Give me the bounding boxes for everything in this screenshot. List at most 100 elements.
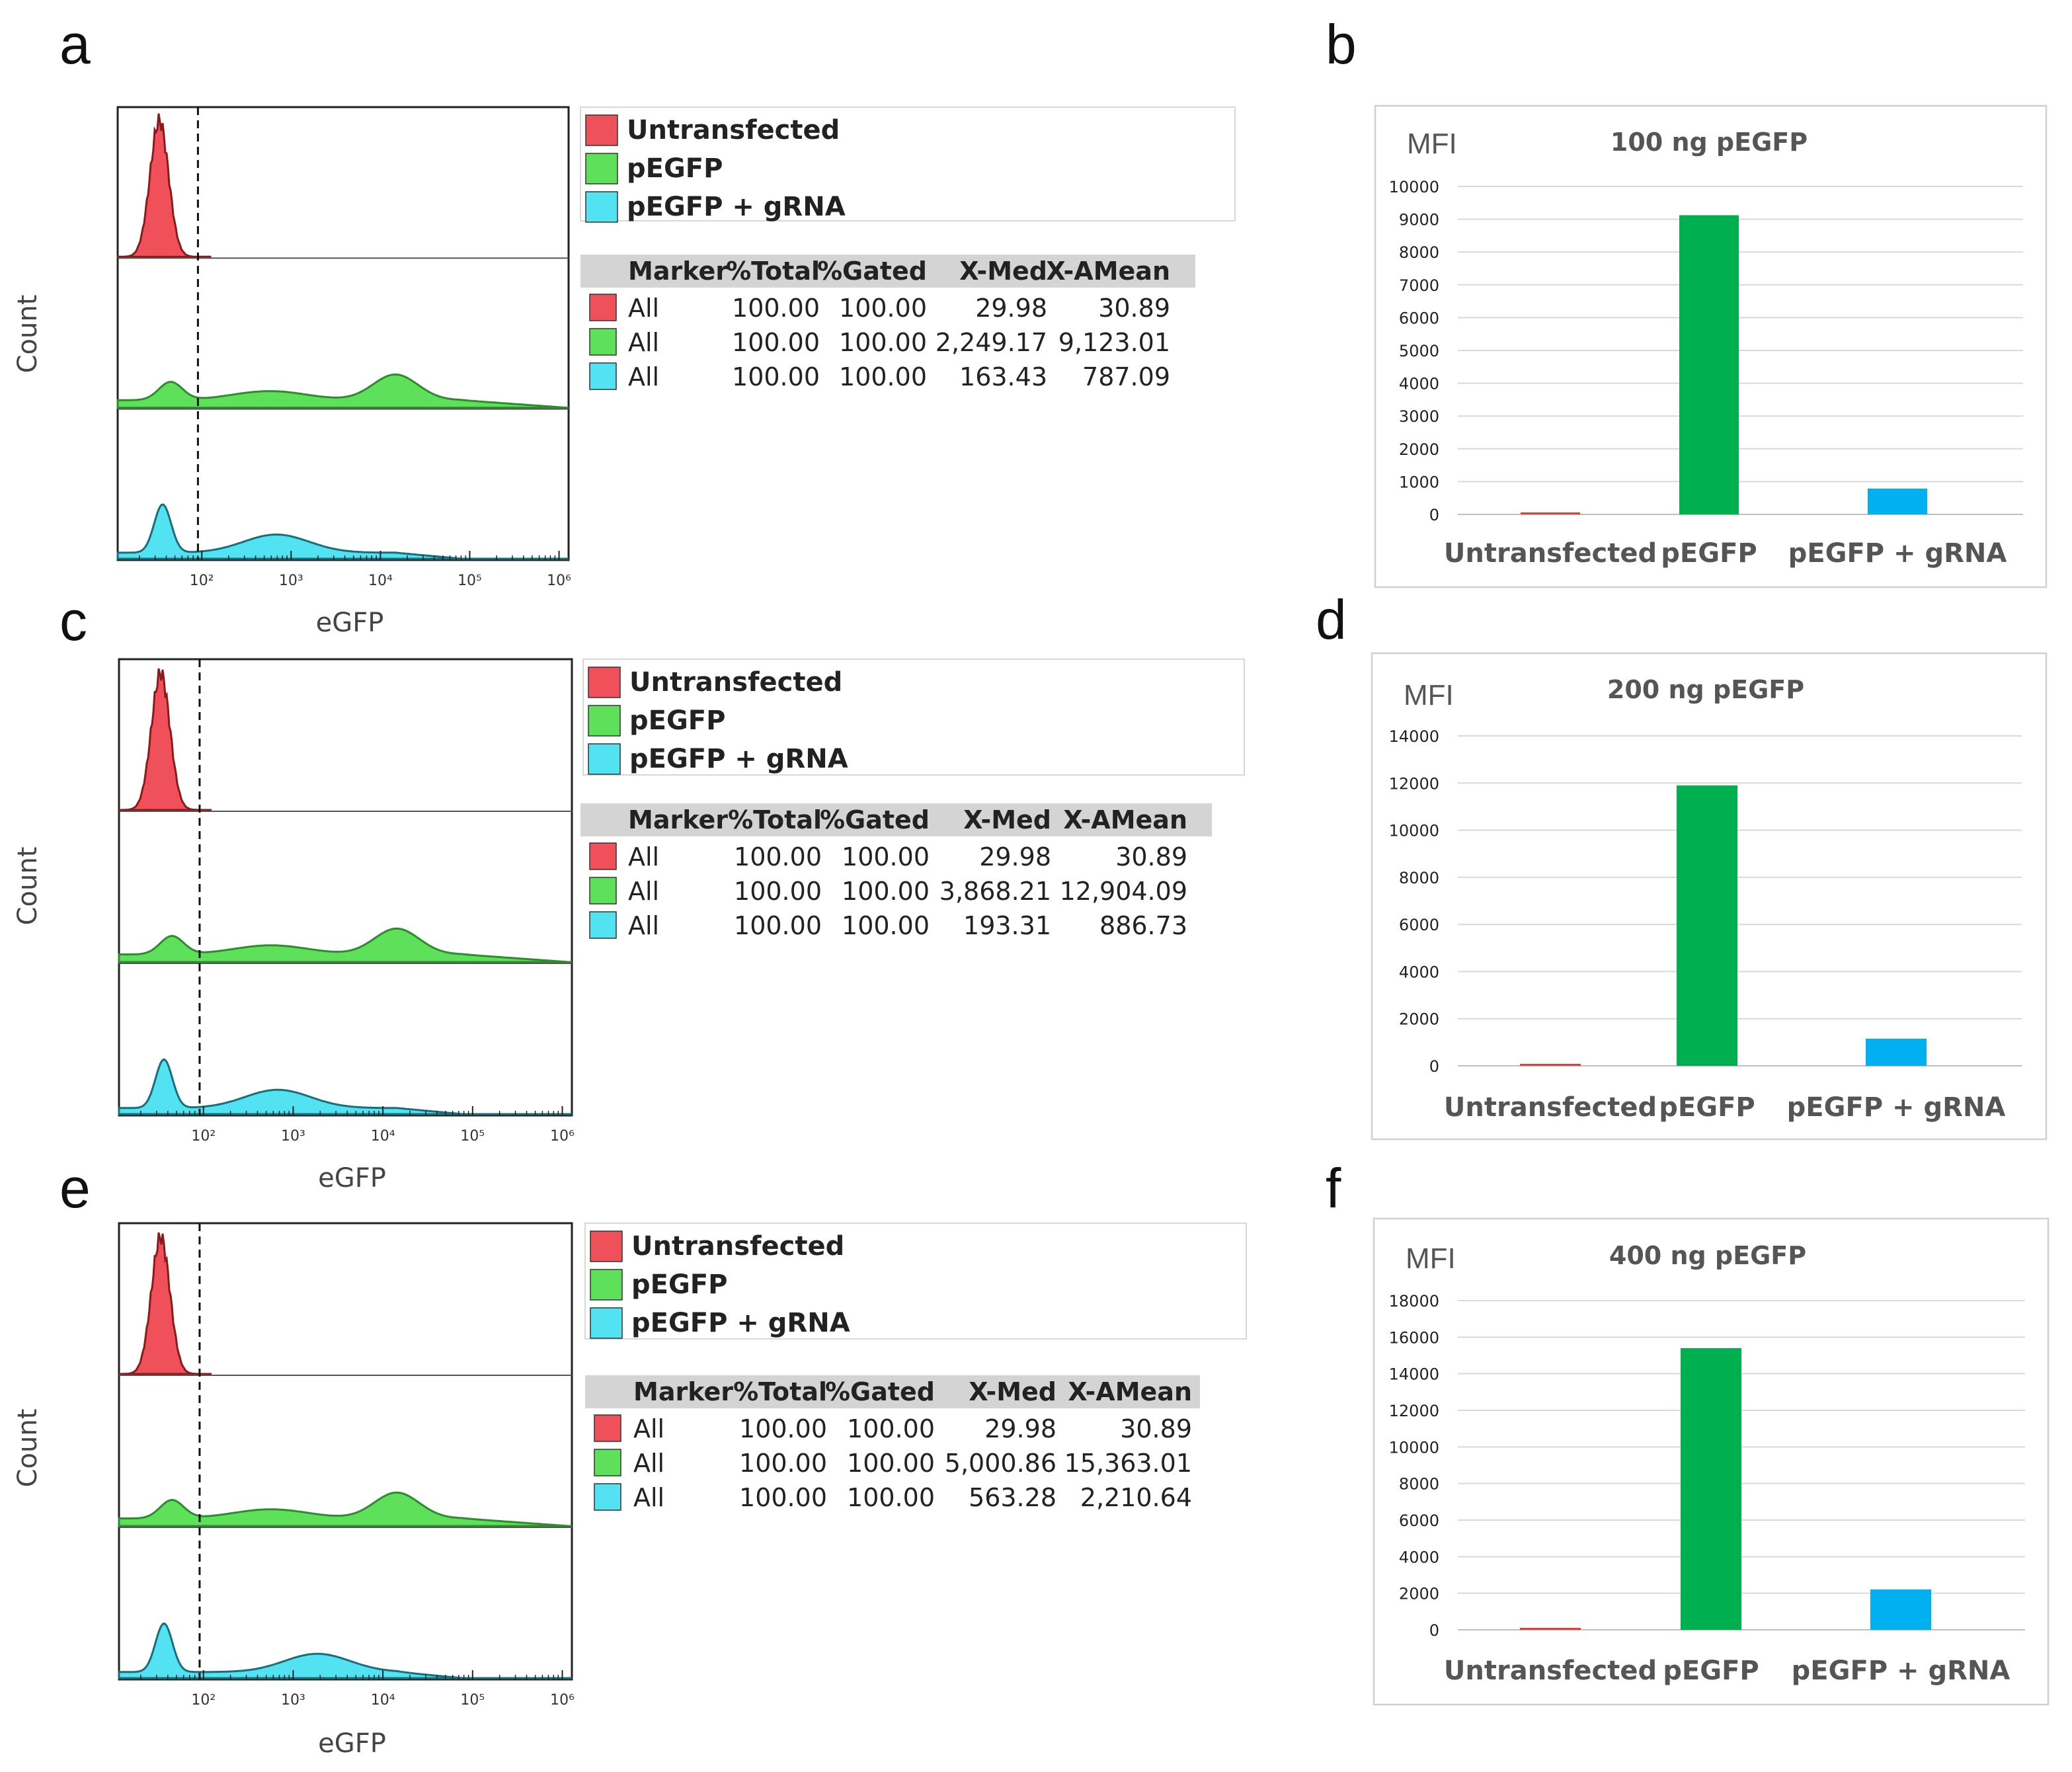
y-axis-title: MFI bbox=[1404, 679, 1454, 711]
chart-title: 200 ng pEGFP bbox=[1607, 675, 1804, 704]
stats-header-cell: %Gated bbox=[817, 257, 927, 286]
histogram-panel-a: a 10² 10³ 10⁴ 10⁵ 10⁶ eGFP Count Untransfected pE… bbox=[13, 13, 1236, 638]
x-category-label: pEGFP + gRNA bbox=[1787, 1092, 2006, 1123]
y-tick-label: 8000 bbox=[1399, 869, 1439, 887]
plot-frame bbox=[118, 658, 573, 1117]
stats-row-swatch bbox=[589, 842, 617, 870]
bar-pegfp bbox=[1681, 1348, 1741, 1630]
x-category-label: pEGFP + gRNA bbox=[1792, 1656, 2011, 1686]
y-tick-label: 0 bbox=[1429, 1057, 1439, 1076]
stats-cell: 100.00 bbox=[732, 294, 820, 323]
stats-cell: 100.00 bbox=[739, 1449, 827, 1478]
stats-cell: All bbox=[628, 842, 659, 871]
stats-cell: All bbox=[628, 911, 659, 940]
histogram-panel-e: e 10² 10³ 10⁴ 10⁵ 10⁶ eGFP Count Untransfected pE… bbox=[13, 1157, 1247, 1759]
chart-title: 100 ng pEGFP bbox=[1611, 128, 1808, 157]
stats-cell: 30.89 bbox=[1098, 294, 1170, 323]
y-tick-label: 2000 bbox=[1399, 1010, 1439, 1029]
stats-cell: 30.89 bbox=[1115, 842, 1187, 871]
histogram-pegfp-grna bbox=[116, 503, 569, 560]
stats-cell: 100.00 bbox=[842, 842, 930, 871]
bar-pegfp-grna bbox=[1870, 1589, 1931, 1630]
y-tick-label: 2000 bbox=[1399, 1585, 1439, 1603]
stats-cell: 787.09 bbox=[1082, 362, 1170, 391]
panel-label: a bbox=[60, 13, 91, 75]
x-tick-label: 10⁵ bbox=[460, 1692, 485, 1709]
stats-header-bg bbox=[585, 1375, 1200, 1408]
histogram-panel-c: c 10² 10³ 10⁴ 10⁵ 10⁶ eGFP Count Untransfected pE… bbox=[13, 590, 1245, 1193]
stats-cell: 2,210.64 bbox=[1080, 1483, 1192, 1512]
legend-label: pEGFP bbox=[629, 705, 725, 736]
legend-label: pEGFP + gRNA bbox=[627, 192, 846, 222]
stats-row-swatch bbox=[594, 1414, 621, 1442]
y-tick-label: 1000 bbox=[1399, 473, 1439, 491]
y-tick-label: 4000 bbox=[1399, 963, 1439, 981]
y-tick-label: 16000 bbox=[1389, 1328, 1439, 1347]
x-category-label: pEGFP bbox=[1659, 1092, 1755, 1123]
x-axis-title: eGFP bbox=[316, 608, 384, 638]
bar-untransfected bbox=[1520, 1064, 1581, 1066]
stats-cell: All bbox=[628, 877, 659, 906]
stats-header-cell: X-Med bbox=[969, 1377, 1056, 1406]
bar-pegfp-grna bbox=[1866, 1039, 1927, 1066]
legend-swatch bbox=[590, 1307, 623, 1339]
legend-label: pEGFP + gRNA bbox=[629, 744, 848, 774]
stats-cell: All bbox=[633, 1449, 664, 1478]
stats-cell: 100.00 bbox=[839, 362, 927, 391]
histogram-untransfected bbox=[119, 1232, 212, 1375]
stats-row-swatch bbox=[589, 328, 617, 356]
legend-label: Untransfected bbox=[631, 1231, 844, 1262]
y-tick-label: 18000 bbox=[1389, 1292, 1439, 1310]
stats-row-swatch bbox=[594, 1449, 621, 1476]
bar-panel-d: d MFI 200 ng pEGFP 14000 12000 10000 8000 6000 4… bbox=[1316, 588, 2048, 1141]
legend-swatch bbox=[588, 705, 621, 737]
x-tick-label: 10⁶ bbox=[550, 1692, 575, 1709]
histogram-untransfected bbox=[119, 668, 212, 811]
y-tick-label: 6000 bbox=[1399, 916, 1439, 934]
stats-cell: 100.00 bbox=[847, 1449, 935, 1478]
x-tick-label: 10⁶ bbox=[550, 1128, 575, 1145]
legend-label: pEGFP + gRNA bbox=[631, 1308, 850, 1338]
y-tick-label: 0 bbox=[1429, 506, 1439, 524]
stats-cell: 2,249.17 bbox=[936, 328, 1047, 357]
stats-cell: All bbox=[633, 1414, 664, 1443]
x-tick-label: 10² bbox=[191, 1128, 216, 1145]
legend-box bbox=[582, 659, 1245, 776]
panel-label: e bbox=[60, 1157, 91, 1219]
y-tick-label: 6000 bbox=[1399, 309, 1439, 327]
stats-cell: 100.00 bbox=[734, 842, 822, 871]
bar-untransfected bbox=[1521, 512, 1580, 514]
x-tick-label: 10⁴ bbox=[371, 1692, 395, 1709]
stats-cell: 100.00 bbox=[839, 294, 927, 323]
legend-box bbox=[584, 1223, 1247, 1340]
histogram-pegfp bbox=[118, 927, 572, 963]
legend-swatch bbox=[588, 743, 621, 775]
plot-frame bbox=[116, 106, 570, 561]
stats-cell: 193.31 bbox=[963, 911, 1051, 940]
y-tick-label: 10000 bbox=[1389, 822, 1439, 840]
y-axis-title: Count bbox=[13, 295, 43, 374]
stats-row-swatch bbox=[589, 911, 617, 939]
x-tick-label: 10⁵ bbox=[458, 573, 482, 589]
y-tick-label: 4000 bbox=[1399, 375, 1439, 393]
stats-cell: 9,123.01 bbox=[1058, 328, 1170, 357]
y-tick-label: 14000 bbox=[1389, 727, 1439, 746]
x-tick-label: 10³ bbox=[281, 1692, 305, 1709]
stats-header-cell: Marker bbox=[633, 1377, 733, 1406]
stats-cell: 29.98 bbox=[979, 842, 1051, 871]
x-category-label: pEGFP bbox=[1663, 1656, 1759, 1686]
x-category-label: pEGFP bbox=[1661, 538, 1757, 569]
y-axis-title: MFI bbox=[1407, 128, 1457, 160]
stats-cell: All bbox=[628, 362, 659, 391]
x-axis-title: eGFP bbox=[318, 1163, 386, 1193]
legend-box bbox=[580, 106, 1236, 222]
y-tick-label: 3000 bbox=[1399, 407, 1439, 426]
x-category-label: Untransfected bbox=[1444, 538, 1657, 569]
panel-label: f bbox=[1326, 1157, 1341, 1219]
stats-header-cell: %Total bbox=[728, 805, 822, 834]
y-tick-label: 12000 bbox=[1389, 1402, 1439, 1420]
stats-cell: 100.00 bbox=[739, 1483, 827, 1512]
bar-pegfp-grna bbox=[1868, 488, 1927, 514]
legend-label: Untransfected bbox=[627, 115, 840, 145]
